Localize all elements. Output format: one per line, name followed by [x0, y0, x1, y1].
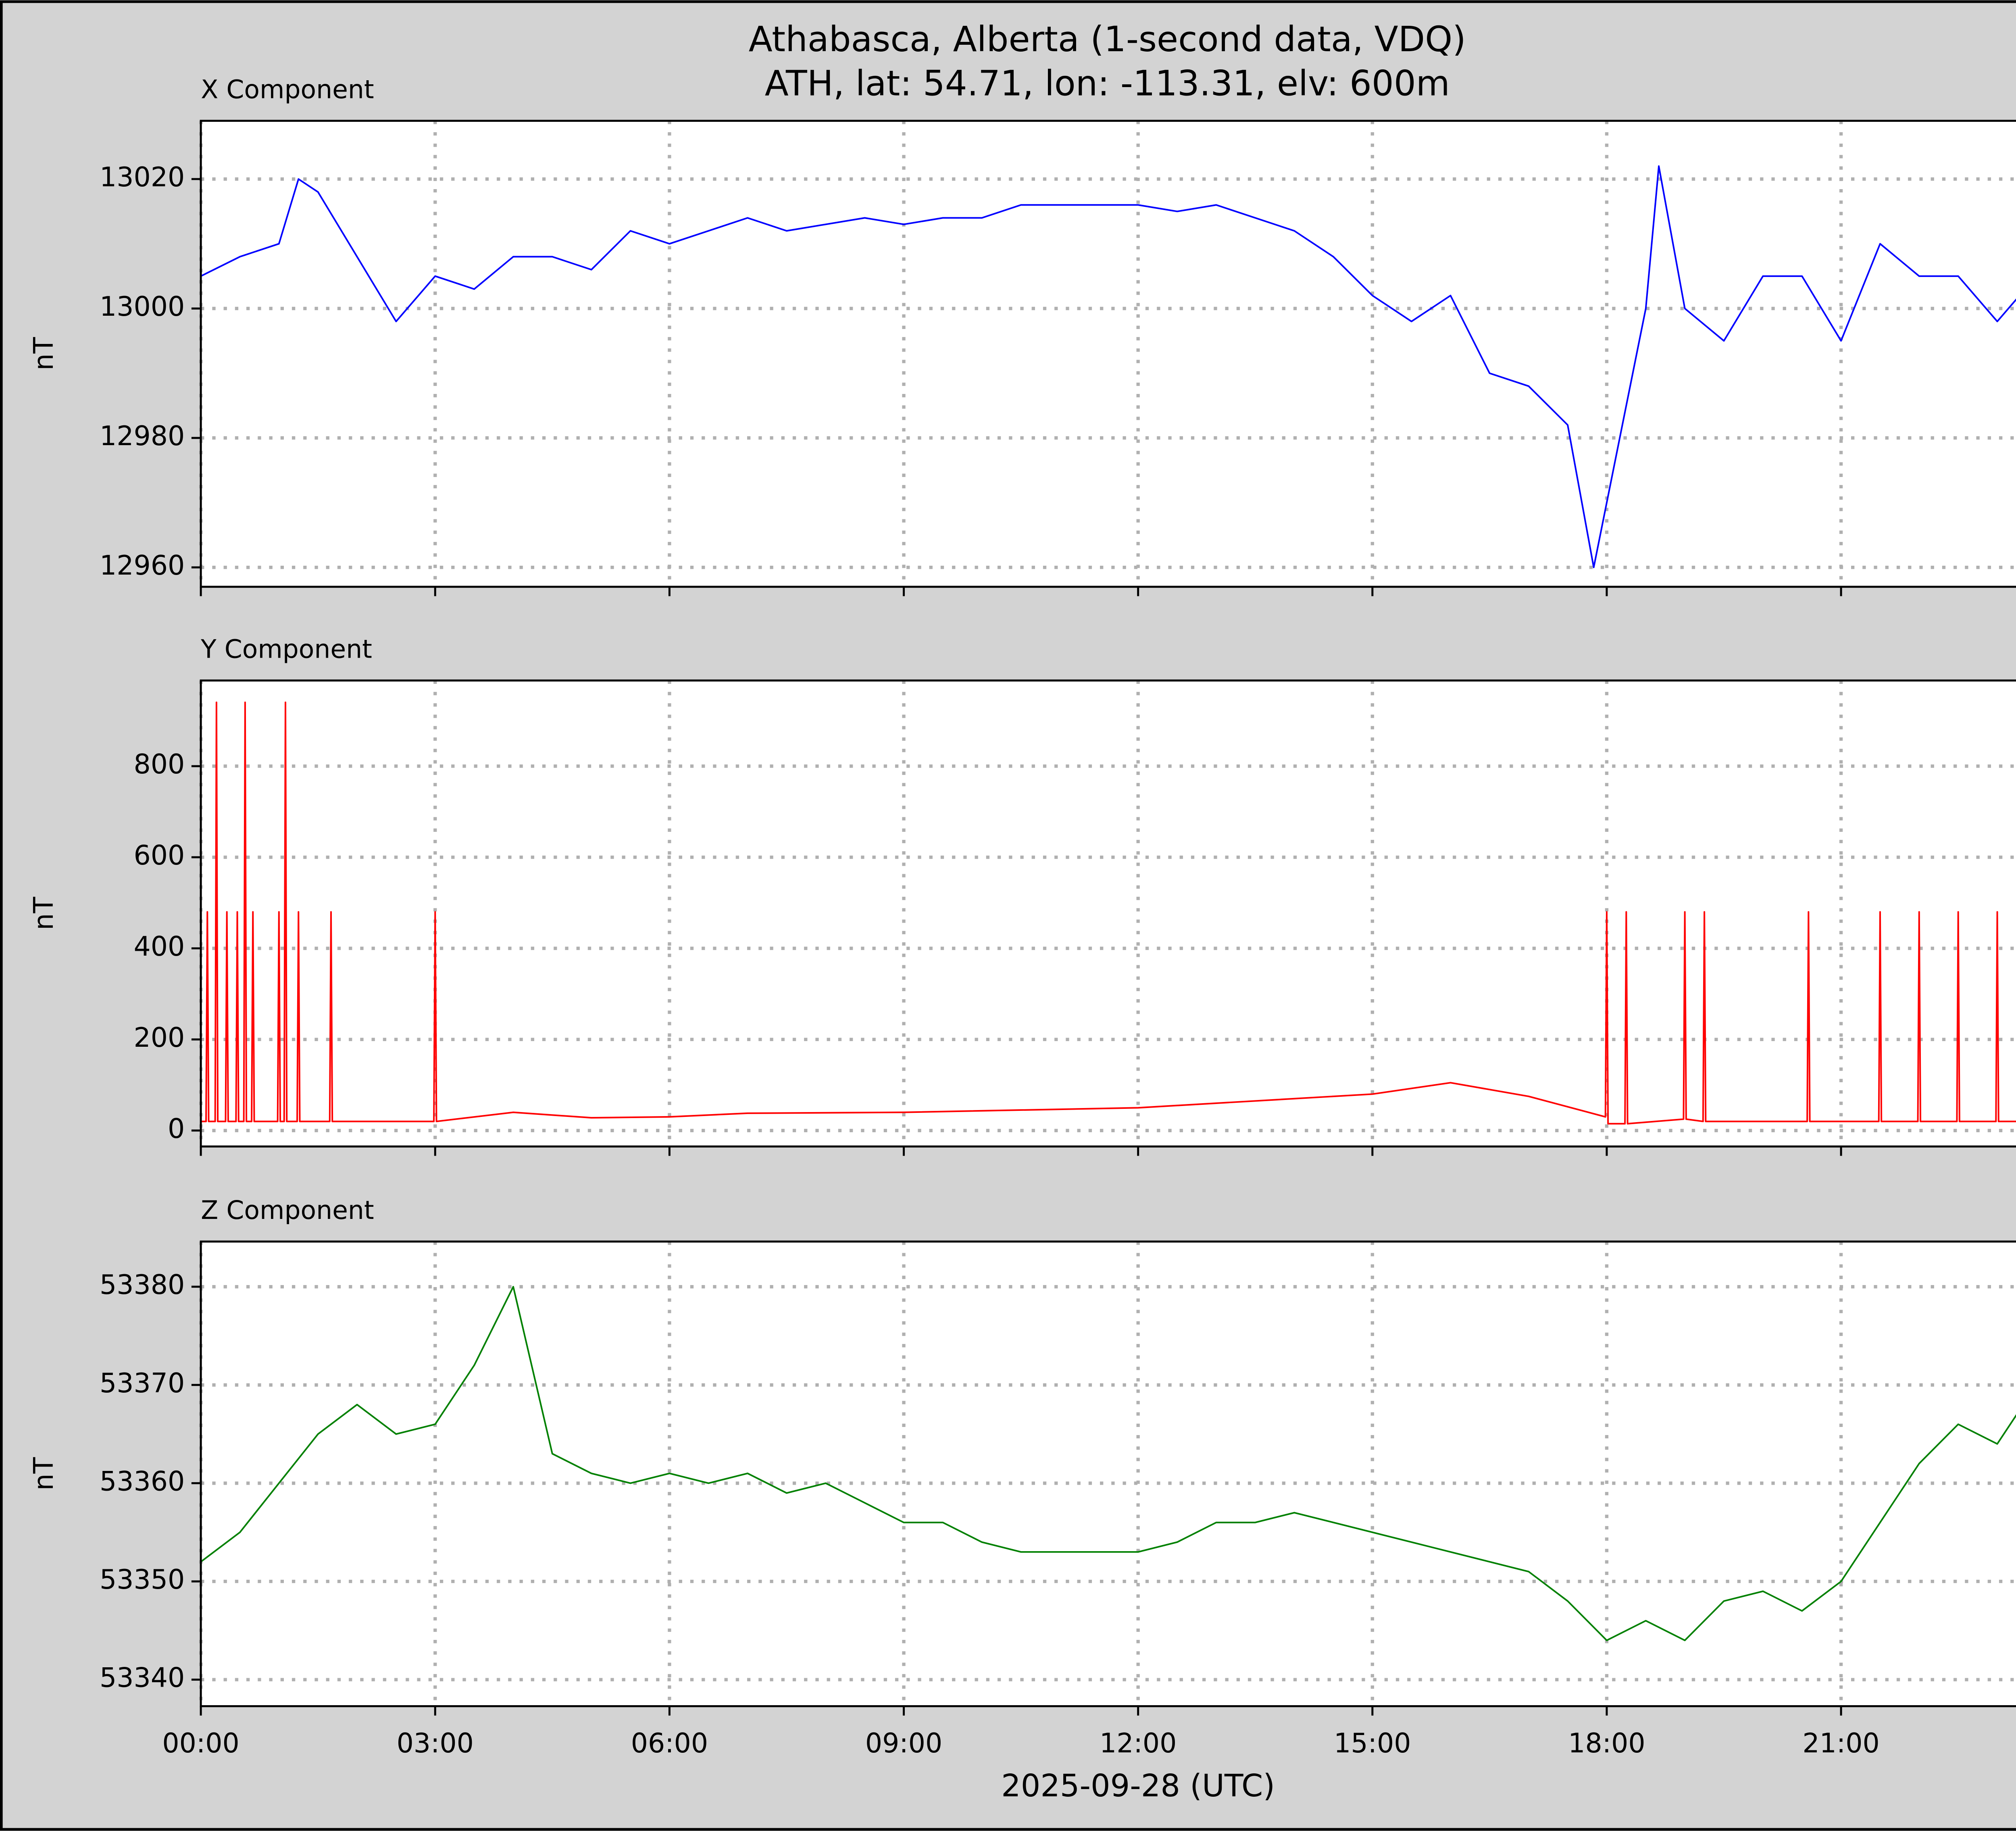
title: Athabasca, Alberta (1-second data, VDQ) [749, 19, 1466, 60]
y-tick-label: 13020 [100, 161, 185, 193]
y-tick-label: 53360 [100, 1465, 185, 1497]
y-tick-label: 13000 [100, 291, 185, 322]
plot-area [201, 680, 2016, 1147]
y-tick-label: 53350 [100, 1564, 185, 1595]
plot-area [201, 121, 2016, 587]
data-line [200, 1286, 2016, 1641]
y-axis-label: nT [28, 337, 59, 371]
y-tick-label: 53340 [100, 1662, 185, 1694]
panel-title: Z Component [201, 1195, 374, 1225]
panel-title: X Component [201, 75, 374, 104]
plot-frame [200, 679, 2016, 1148]
y-tick-label: 53380 [100, 1269, 185, 1300]
plot-frame [200, 1240, 2016, 1707]
data-line [201, 701, 2016, 1125]
y-tick-label: 400 [134, 931, 185, 962]
subtitle: ATH, lat: 54.71, lon: -113.31, elv: 600m [765, 64, 1450, 104]
y-tick-label: 200 [134, 1022, 185, 1053]
x-tick-label: 00:00 [162, 1727, 239, 1759]
y-tick-label: 800 [134, 748, 185, 780]
x-tick-label: 06:00 [631, 1727, 708, 1759]
x-tick-label: 09:00 [865, 1727, 942, 1759]
plot-frame [200, 120, 2016, 588]
y-tick-label: 600 [134, 839, 185, 871]
x-axis-label: 2025-09-28 (UTC) [1001, 1768, 1275, 1804]
panel-title: Y Component [200, 634, 372, 664]
y-tick-label: 12980 [100, 420, 185, 452]
y-tick-label: 53370 [100, 1367, 185, 1399]
x-tick-label: 12:00 [1100, 1727, 1177, 1759]
y-tick-label: 0 [168, 1113, 185, 1144]
plot-area [201, 1241, 2016, 1706]
y-tick-label: 12960 [100, 550, 185, 581]
x-tick-label: 18:00 [1568, 1727, 1645, 1759]
x-tick-label: 03:00 [397, 1727, 474, 1759]
y-axis-label: nT [28, 1457, 59, 1491]
x-tick-label: 15:00 [1334, 1727, 1411, 1759]
y-axis-label: nT [28, 897, 59, 930]
data-line [200, 165, 2016, 569]
x-tick-label: 21:00 [1802, 1727, 1879, 1759]
